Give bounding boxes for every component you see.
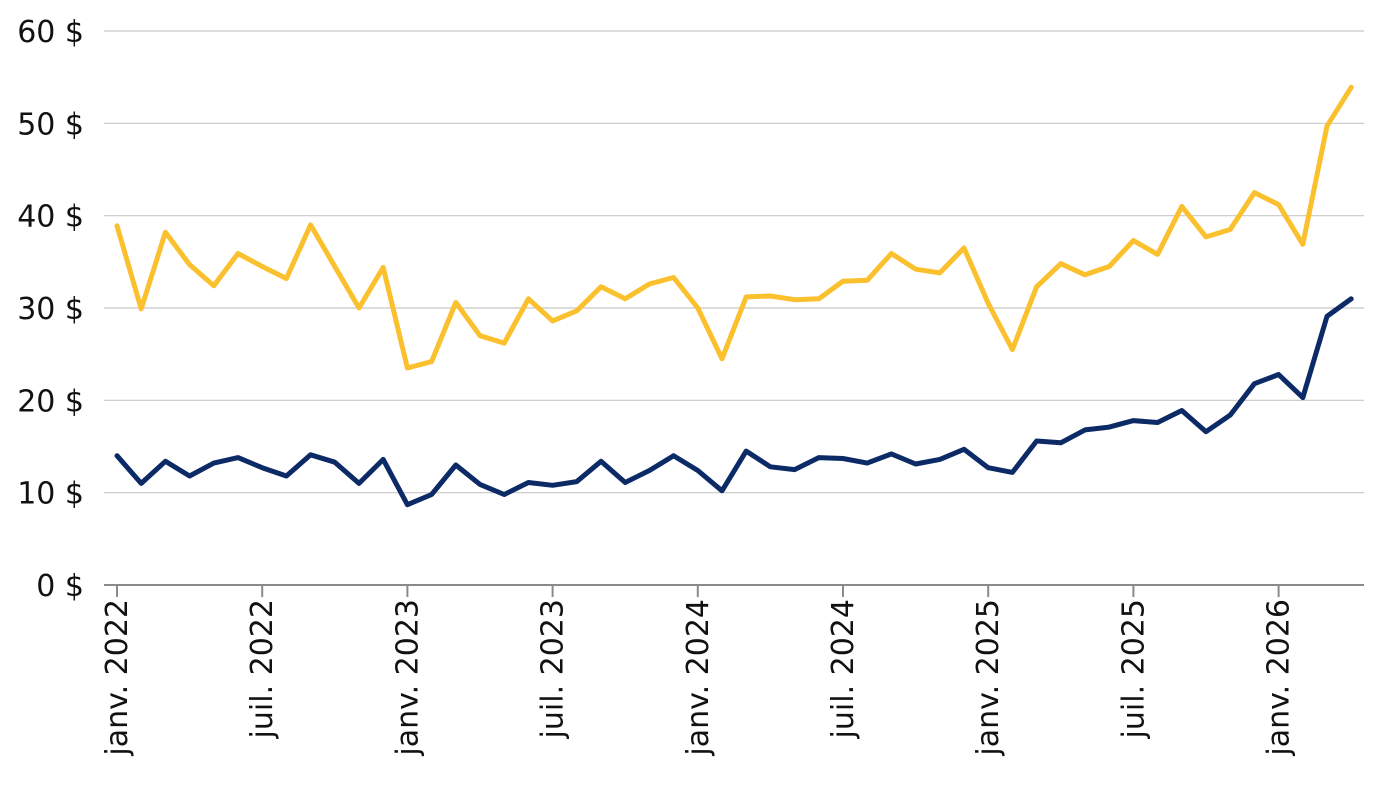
x-tick-label: janv. 2026 — [1262, 599, 1297, 757]
series-line — [114, 84, 1354, 371]
y-tick-label: 50 $ — [17, 107, 84, 142]
x-tick-label: janv. 2023 — [390, 599, 425, 757]
x-tick-label: janv. 2022 — [100, 599, 135, 757]
x-tick-label: juil. 2023 — [536, 599, 571, 739]
x-tick-label: juil. 2025 — [1116, 599, 1151, 739]
x-tick-label: juil. 2024 — [826, 599, 861, 739]
y-tick-label: 30 $ — [17, 292, 84, 327]
series-lines — [114, 84, 1354, 508]
x-tick-label: juil. 2022 — [245, 599, 280, 739]
y-tick-label: 20 $ — [17, 384, 84, 419]
axis-labels: 0 $ 10 $ 20 $ 30 $ 40 $ 50 $ 60 $ janv. 2022 jui… — [17, 15, 1296, 757]
x-tick-label: janv. 2025 — [971, 599, 1006, 757]
axes — [104, 584, 1364, 597]
x-tick-label: janv. 2024 — [681, 599, 716, 757]
series-line — [114, 296, 1354, 508]
y-tick-label: 10 $ — [17, 477, 84, 512]
y-tick-label: 60 $ — [17, 15, 84, 50]
gridlines — [104, 30, 1364, 494]
y-tick-label: 40 $ — [17, 200, 84, 235]
y-tick-label: 0 $ — [36, 569, 84, 604]
